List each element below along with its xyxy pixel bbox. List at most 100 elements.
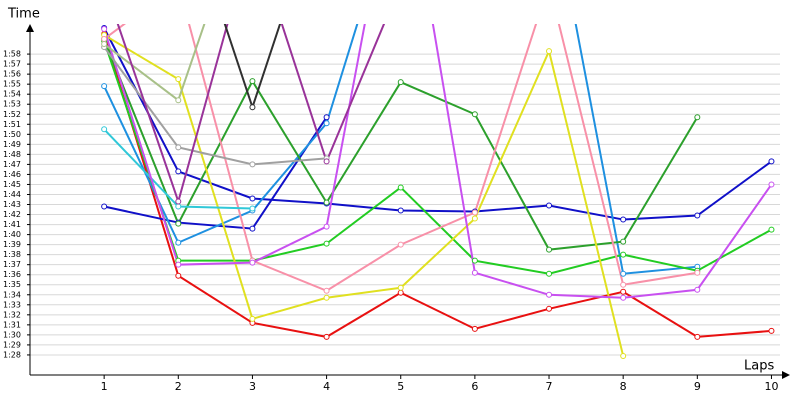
y-tick-label: 1:49 [3, 140, 21, 149]
point [323, 158, 330, 165]
point [397, 184, 404, 191]
point [620, 281, 627, 288]
series-line [116, 24, 386, 205]
point [546, 246, 553, 253]
x-tick-label: 9 [694, 380, 701, 393]
point [175, 144, 182, 151]
y-tick-label: 1:33 [3, 300, 21, 309]
point [620, 216, 627, 223]
point [397, 207, 404, 214]
y-tick-label: 1:35 [3, 280, 21, 289]
x-tick-label: 3 [249, 380, 256, 393]
point [323, 120, 330, 127]
y-tick-label: 1:28 [3, 350, 21, 359]
point [101, 41, 108, 48]
y-tick-label: 1:41 [3, 220, 21, 229]
plot-area [101, 24, 775, 359]
axes: Time Laps 1:281:291:301:311:321:331:341:… [3, 7, 790, 393]
point [620, 270, 627, 277]
point [101, 36, 108, 43]
y-tick-label: 1:37 [3, 260, 21, 269]
point [323, 114, 330, 121]
point [101, 126, 108, 133]
point [694, 114, 701, 121]
y-tick-label: 1:29 [3, 340, 21, 349]
point [768, 181, 775, 188]
x-tick-label: 8 [620, 380, 627, 393]
point [620, 288, 627, 295]
series-line [103, 40, 772, 275]
series-line [103, 46, 327, 166]
y-tick-label: 1:44 [3, 190, 21, 199]
point [546, 305, 553, 312]
point [249, 195, 256, 202]
series-line [103, 33, 772, 338]
point [249, 78, 256, 85]
point [175, 76, 182, 83]
x-tick-label: 10 [764, 380, 778, 393]
point [768, 158, 775, 165]
x-tick-label: 2 [175, 380, 182, 393]
y-tick-label: 1:57 [3, 60, 21, 69]
y-tick-label: 1:42 [3, 210, 21, 219]
grid [30, 53, 780, 356]
y-tick-label: 1:34 [3, 290, 21, 299]
y-tick-label: 1:31 [3, 320, 21, 329]
y-tick-label: 1:38 [3, 250, 21, 259]
y-tick-label: 1:52 [3, 110, 21, 119]
point [471, 269, 478, 276]
point [249, 315, 256, 322]
point [323, 199, 330, 206]
y-tick-label: 1:32 [3, 310, 21, 319]
point [249, 161, 256, 168]
point [397, 284, 404, 291]
y-tick-label: 1:45 [3, 180, 21, 189]
point [249, 104, 256, 111]
point [175, 203, 182, 210]
point [620, 238, 627, 245]
point [546, 48, 553, 55]
y-tick-label: 1:53 [3, 100, 21, 109]
point [175, 198, 182, 205]
x-tick-label: 1 [101, 380, 108, 393]
y-axis-label: Time [7, 7, 40, 22]
y-tick-label: 1:46 [3, 170, 21, 179]
point [471, 111, 478, 118]
y-tick-label: 1:40 [3, 230, 21, 239]
point [101, 83, 108, 90]
series-line [103, 34, 625, 357]
y-tick-label: 1:56 [3, 70, 21, 79]
point [249, 205, 256, 212]
point [323, 287, 330, 294]
point [101, 203, 108, 210]
point [323, 223, 330, 230]
y-tick-label: 1:55 [3, 80, 21, 89]
y-tick-label: 1:36 [3, 270, 21, 279]
x-tick-label: 4 [323, 380, 330, 393]
point [323, 294, 330, 301]
y-tick-label: 1:30 [3, 330, 21, 339]
point [471, 325, 478, 332]
point [546, 291, 553, 298]
point [471, 215, 478, 222]
y-tick-label: 1:47 [3, 160, 21, 169]
point [101, 26, 108, 33]
x-tick-label: 5 [397, 380, 404, 393]
point [323, 333, 330, 340]
y-tick-label: 1:58 [3, 50, 21, 59]
y-arrow [26, 24, 34, 32]
point [768, 327, 775, 334]
y-tick-label: 1:54 [3, 90, 21, 99]
y-tick-label: 1:48 [3, 150, 21, 159]
point [768, 226, 775, 233]
point [397, 241, 404, 248]
point [546, 202, 553, 209]
point [471, 209, 478, 216]
point [323, 240, 330, 247]
point [249, 225, 256, 232]
x-tick-label: 7 [546, 380, 553, 393]
point [397, 79, 404, 86]
y-tick-label: 1:39 [3, 240, 21, 249]
y-tick-label: 1:51 [3, 120, 21, 129]
point [175, 97, 182, 104]
